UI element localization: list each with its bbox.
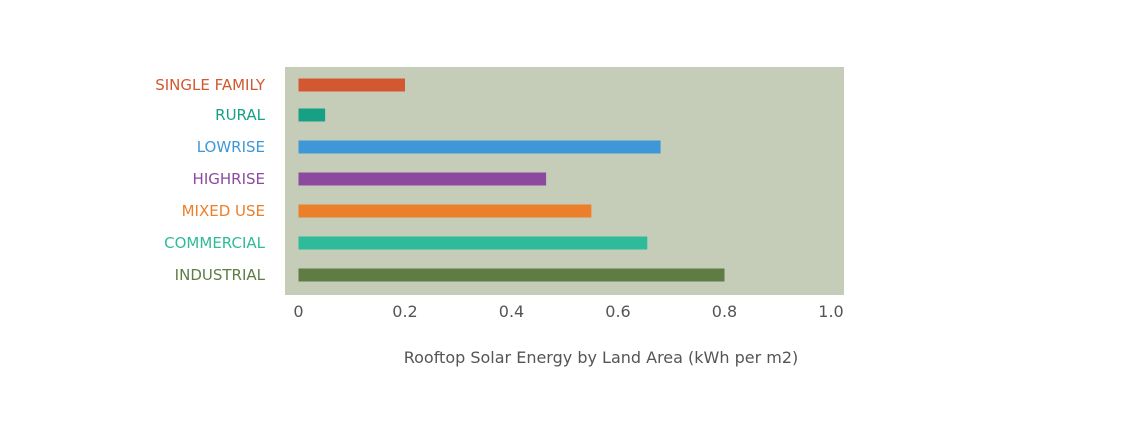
- category-label-single-family: SINGLE FAMILY: [155, 76, 266, 94]
- category-label-industrial: INDUSTRIAL: [175, 266, 266, 284]
- category-label-mixed-use: MIXED USE: [182, 202, 265, 220]
- category-label-highrise: HIGHRISE: [193, 170, 265, 188]
- x-tick-label: 0.6: [605, 302, 630, 321]
- x-tick-label: 0: [293, 302, 303, 321]
- x-tick-label: 0.8: [712, 302, 737, 321]
- bar-lowrise: [298, 140, 661, 154]
- bar-commercial: [298, 236, 648, 250]
- category-label-commercial: COMMERCIAL: [164, 234, 265, 252]
- x-tick-label: 0.4: [499, 302, 524, 321]
- category-label-lowrise: LOWRISE: [197, 138, 265, 156]
- x-tick-label: 1.0: [818, 302, 843, 321]
- x-axis-title: Rooftop Solar Energy by Land Area (kWh p…: [404, 348, 799, 367]
- bar-mixed-use: [298, 204, 592, 218]
- category-labels-group: SINGLE FAMILY RURAL LOWRISE HIGHRISE MIXED U…: [155, 76, 266, 284]
- bar-single-family: [298, 78, 405, 92]
- bar-industrial: [298, 268, 725, 282]
- bars-group: [298, 78, 725, 282]
- x-tick-label: 0.2: [392, 302, 417, 321]
- bar-rural: [298, 108, 326, 122]
- bar-highrise: [298, 172, 547, 186]
- category-label-rural: RURAL: [215, 106, 265, 124]
- x-tick-labels-group: 0 0.2 0.4 0.6 0.8 1.0: [293, 302, 843, 321]
